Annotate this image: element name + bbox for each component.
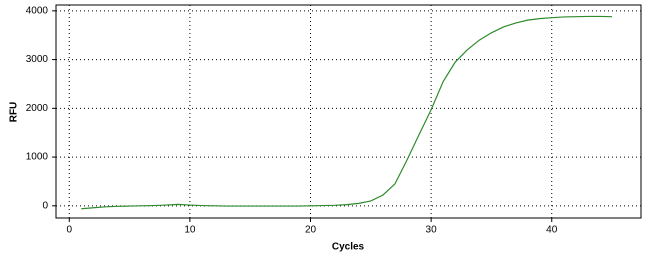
y-tick-label: 2000 — [26, 103, 49, 114]
x-axis-label: Cycles — [332, 242, 365, 253]
x-tick-label: 0 — [66, 225, 72, 236]
data-line — [81, 15, 613, 210]
plot-frame — [55, 4, 642, 219]
y-tick-label: 1000 — [26, 152, 49, 163]
y-tick-label: 0 — [42, 200, 48, 211]
y-tick-label: 4000 — [26, 5, 49, 16]
x-tick-label: 20 — [305, 225, 317, 236]
x-tick-label: 30 — [426, 225, 438, 236]
x-tick-label: 40 — [546, 225, 558, 236]
y-tick-label: 3000 — [26, 54, 49, 65]
y-axis-label: RFU — [9, 102, 20, 123]
x-tick-label: 10 — [184, 225, 196, 236]
